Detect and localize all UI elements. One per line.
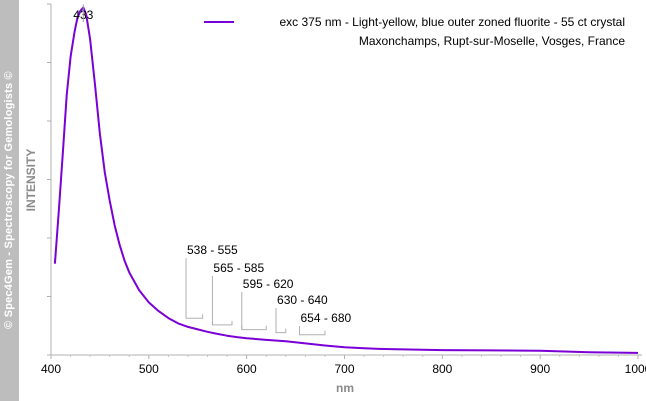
band-bracket <box>241 325 267 331</box>
x-tick-label: 900 <box>530 362 550 376</box>
x-tick-label: 600 <box>237 362 257 376</box>
x-tick-label: 1000 <box>625 362 646 376</box>
x-tick-label: 800 <box>432 362 452 376</box>
y-axis-label: INTENSITY <box>24 149 38 212</box>
x-tick-label: 400 <box>41 362 61 376</box>
legend-label-line2: Maxonchamps, Rupt-sur-Moselle, Vosges, F… <box>359 34 625 48</box>
legend: exc 375 nm - Light-yellow, blue outer zo… <box>204 15 625 48</box>
x-tick-label: 700 <box>334 362 354 376</box>
band-label: 565 - 585 <box>213 261 264 275</box>
x-tick-label: 500 <box>139 362 159 376</box>
band-bracket <box>211 320 233 326</box>
band-bracket <box>298 330 326 336</box>
spectrum-line <box>53 6 639 354</box>
band-bracket <box>185 314 204 319</box>
legend-label-line1: exc 375 nm - Light-yellow, blue outer zo… <box>279 15 625 29</box>
band-label: 595 - 620 <box>243 277 294 291</box>
band-bracket <box>275 328 287 334</box>
axes: 400 500 600 700 800 900 1000 <box>41 3 646 376</box>
watermark-band: © Spec4Gem - Spectroscopy for Gemologist… <box>0 0 19 401</box>
band-label: 538 - 555 <box>187 243 238 257</box>
band-label: 654 - 680 <box>300 311 351 325</box>
band-label: 630 - 640 <box>277 293 328 307</box>
chart-marks <box>53 6 639 354</box>
x-axis-label: nm <box>336 381 354 395</box>
